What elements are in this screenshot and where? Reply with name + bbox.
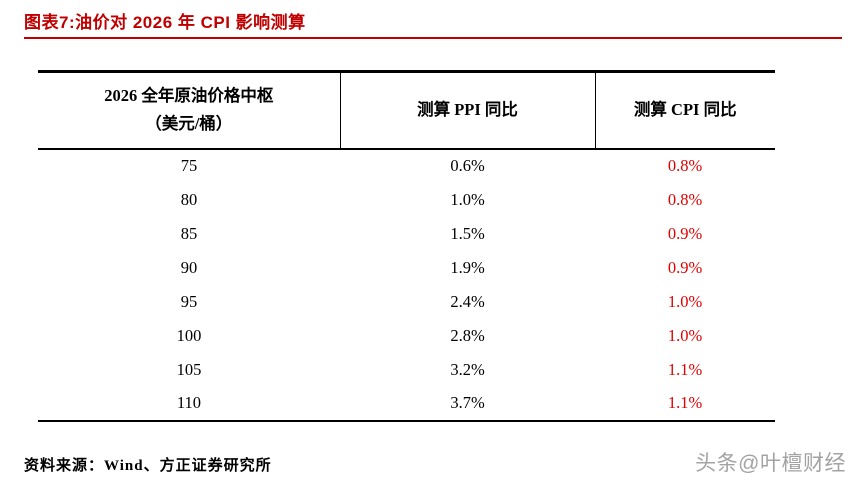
cell-cpi: 0.8% <box>667 189 703 209</box>
header-ppi: 测算 PPI 同比 <box>339 71 595 150</box>
cell-ppi: 1.9% <box>450 257 485 277</box>
cell-price: 95 <box>180 291 198 311</box>
cell-ppi: 2.8% <box>450 325 485 345</box>
table-row: 85 1.5% 0.9% <box>38 217 775 251</box>
cell-price: 75 <box>180 156 198 175</box>
table-row: 105 3.2% 1.1% <box>38 353 775 387</box>
table-row: 110 3.7% 1.1% <box>38 387 775 421</box>
cell-cpi: 1.0% <box>667 325 703 345</box>
cell-cpi: 0.8% <box>667 156 703 175</box>
cell-price: 90 <box>180 257 198 277</box>
cell-cpi: 0.9% <box>667 257 703 277</box>
cell-cpi: 1.1% <box>667 359 703 379</box>
cell-price: 110 <box>176 393 202 412</box>
cell-price: 85 <box>180 223 198 243</box>
cell-ppi: 0.6% <box>450 156 485 175</box>
table-row: 100 2.8% 1.0% <box>38 319 775 353</box>
cell-ppi: 3.7% <box>450 393 485 412</box>
cell-cpi: 1.1% <box>667 393 703 412</box>
table-header-row: 2026 全年原油价格中枢 （美元/桶） 测算 PPI 同比 测算 CPI 同比 <box>38 71 775 150</box>
footer: 资料来源：Wind、方正证券研究所 头条@叶檀财经 <box>24 447 846 477</box>
header-oil-price-line2: （美元/桶） <box>145 114 233 134</box>
cell-ppi: 3.2% <box>450 359 485 379</box>
figure-title: 图表7:油价对 2026 年 CPI 影响测算 <box>24 13 306 32</box>
cell-cpi: 1.0% <box>667 291 703 311</box>
cell-cpi: 0.9% <box>667 223 703 243</box>
cell-ppi: 1.5% <box>450 223 485 243</box>
table-row: 95 2.4% 1.0% <box>38 285 775 319</box>
table-row: 80 1.0% 0.8% <box>38 183 775 217</box>
cell-ppi: 2.4% <box>450 291 485 311</box>
cell-price: 100 <box>176 325 202 345</box>
header-oil-price-line1: 2026 全年原油价格中枢 <box>104 86 274 106</box>
table-row: 90 1.9% 0.9% <box>38 251 775 285</box>
cpi-impact-table: 2026 全年原油价格中枢 （美元/桶） 测算 PPI 同比 测算 CPI 同比… <box>38 70 775 422</box>
cell-price: 105 <box>176 359 202 379</box>
header-cpi: 测算 CPI 同比 <box>594 71 775 150</box>
cell-price: 80 <box>180 189 198 209</box>
title-divider <box>24 37 842 39</box>
source-note: 资料来源：Wind、方正证券研究所 <box>24 458 272 474</box>
cell-ppi: 1.0% <box>450 189 485 209</box>
watermark: 头条@叶檀财经 <box>695 452 846 475</box>
header-oil-price: 2026 全年原油价格中枢 （美元/桶） <box>38 71 340 150</box>
table-row: 75 0.6% 0.8% <box>38 149 775 183</box>
